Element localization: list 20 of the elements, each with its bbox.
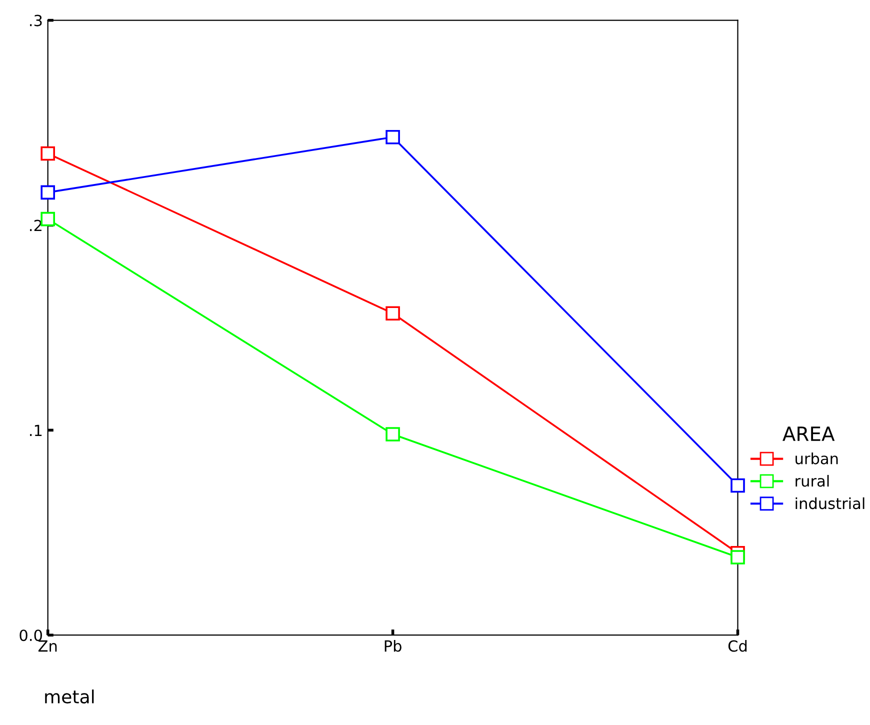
x-tick-label: Zn	[38, 640, 57, 652]
point	[386, 427, 400, 442]
legend-label: rural	[796, 474, 829, 487]
legend-label: urban	[796, 452, 838, 464]
y-tick-label: .3	[30, 14, 42, 26]
point	[40, 146, 56, 161]
x-tick-label: Cd	[728, 640, 747, 652]
x-tick-label: Pb	[384, 640, 402, 652]
y-tick-label: .2	[30, 220, 42, 232]
point	[730, 478, 745, 493]
point	[40, 185, 56, 200]
legend-title: AREA	[782, 426, 835, 441]
point	[730, 550, 745, 564]
legend-label: industrial	[796, 497, 864, 510]
point	[386, 130, 400, 144]
y-tick-label: .1	[30, 424, 42, 436]
point	[386, 306, 400, 321]
x-axis-title: metal	[45, 690, 94, 704]
y-tick-label: 0.0	[20, 630, 42, 642]
point	[40, 212, 56, 226]
